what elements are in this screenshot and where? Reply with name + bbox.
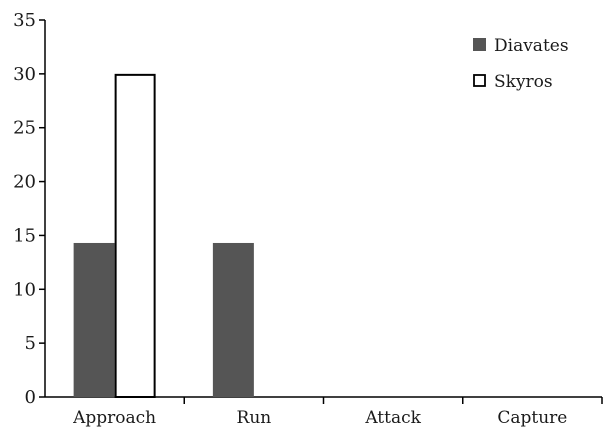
bar-skyros bbox=[114, 73, 156, 398]
y-tick-label: 35 bbox=[13, 10, 36, 31]
y-tick-label: 25 bbox=[13, 118, 36, 139]
legend-swatch-skyros bbox=[473, 74, 486, 87]
x-category-label: Capture bbox=[497, 408, 567, 428]
y-tick-label: 20 bbox=[13, 172, 36, 193]
y-tick-label: 10 bbox=[13, 279, 36, 300]
x-category-label: Approach bbox=[72, 408, 156, 428]
x-category-label: Attack bbox=[364, 408, 421, 428]
x-category-labels: Approach Run Attack Capture bbox=[72, 408, 567, 428]
y-tick-label: 0 bbox=[25, 387, 36, 408]
legend-label-diavates: Diavates bbox=[494, 36, 569, 56]
y-tick-label: 30 bbox=[13, 64, 36, 85]
y-tick-labels: 0 5 10 15 20 25 30 35 bbox=[13, 10, 36, 408]
y-tick-label: 15 bbox=[13, 225, 36, 246]
bars bbox=[73, 73, 254, 398]
legend-swatch-diavates bbox=[473, 38, 486, 51]
legend-label-skyros: Skyros bbox=[494, 72, 553, 92]
bar-diavates bbox=[212, 242, 254, 397]
x-category-label: Run bbox=[237, 408, 272, 428]
bar-diavates bbox=[73, 242, 115, 397]
legend: Diavates Skyros bbox=[473, 36, 569, 92]
y-tick-label: 5 bbox=[25, 333, 36, 354]
